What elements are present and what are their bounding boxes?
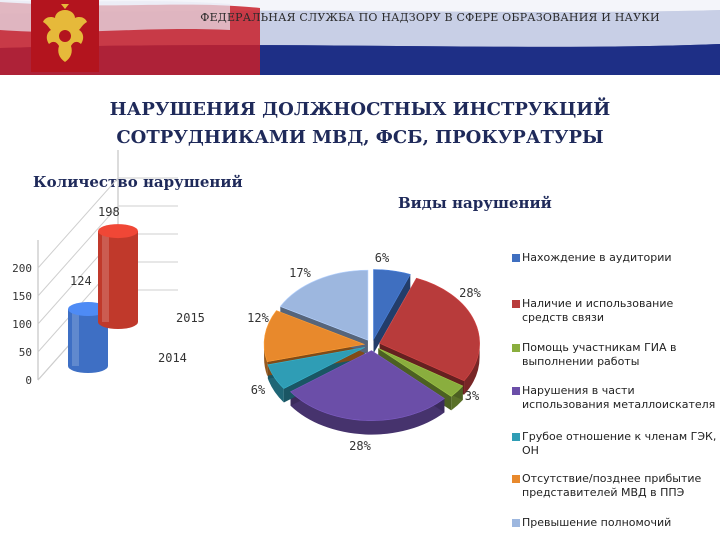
bar-category-label: 2015 xyxy=(176,311,205,325)
pie-data-label: 6% xyxy=(251,383,266,397)
bar-cylinder-top xyxy=(98,224,138,239)
pie-slice-side xyxy=(264,344,268,376)
legend-item: Нарушения в части использования металлои… xyxy=(512,384,717,412)
bar-cylinder-highlight xyxy=(102,231,109,322)
title-line-1: НАРУШЕНИЯ ДОЛЖНОСТНЫХ ИНСТРУКЦИЙ xyxy=(109,99,611,120)
legend-label: Нарушения в части использования металлои… xyxy=(522,384,716,411)
pie-slice xyxy=(378,348,464,397)
legend-item: Наличие и использование средств связи xyxy=(512,297,717,325)
legend-label: Помощь участникам ГИА в выполнении работ… xyxy=(522,341,677,368)
bar-category-label: 2014 xyxy=(158,351,187,365)
bar-y-tick-label: 100 xyxy=(12,318,32,331)
bar-cylinder-body xyxy=(68,309,108,373)
pie-data-label: 12% xyxy=(247,311,269,325)
bar-data-label: 124 xyxy=(70,274,92,288)
legend-label: Отсутствие/позднее прибытие представител… xyxy=(522,472,702,499)
legend-label: Превышение полномочий xyxy=(522,516,672,529)
legend-swatch xyxy=(512,300,520,308)
pie-slice-side xyxy=(290,391,445,435)
pie-chart-labels: 6% 28% 3% 28% 6% 12% 17% xyxy=(247,251,481,453)
bar-cylinder-body xyxy=(98,231,138,329)
bar-y-tick-label: 0 xyxy=(25,374,32,387)
pie-data-label: 6% xyxy=(375,251,390,265)
title-line-2: СОТРУДНИКАМИ МВД, ФСБ, ПРОКУРАТУРЫ xyxy=(116,127,604,148)
legend-item: Нахождение в аудитории xyxy=(512,251,717,265)
legend-item: Грубое отношение к членам ГЭК, ОН xyxy=(512,430,717,458)
pie-slice xyxy=(267,347,365,389)
pie-data-label: 28% xyxy=(459,286,481,300)
pie-slice xyxy=(263,310,366,363)
legend-swatch xyxy=(512,519,520,527)
slide-title: НАРУШЕНИЯ ДОЛЖНОСТНЫХ ИНСТРУКЦИЙ СОТРУДН… xyxy=(40,96,680,152)
bar-y-tick-label: 200 xyxy=(12,262,32,275)
pie-slice-wall xyxy=(373,274,411,354)
legend-item: Помощь участникам ГИА в выполнении работ… xyxy=(512,341,717,369)
bar-gridline xyxy=(37,205,178,297)
legend-label: Грубое отношение к членам ГЭК, ОН xyxy=(522,430,717,457)
bar-y-tick-label: 150 xyxy=(12,290,32,303)
pie-slice xyxy=(279,269,369,341)
pie-slice-side xyxy=(464,343,480,395)
pie-data-label: 3% xyxy=(465,389,480,403)
bar-cylinder-highlight xyxy=(72,309,79,366)
legend-item: Отсутствие/позднее прибытие представител… xyxy=(512,472,717,500)
legend-swatch xyxy=(512,475,520,483)
pie-data-label: 28% xyxy=(349,439,371,453)
pie-slice xyxy=(379,277,480,382)
types-chart-heading: Виды нарушений xyxy=(398,194,552,212)
agency-name: ФЕДЕРАЛЬНАЯ СЛУЖБА ПО НАДЗОРУ В СФЕРЕ ОБ… xyxy=(200,11,660,24)
pie-data-label: 17% xyxy=(289,266,311,280)
count-chart-heading: Количество нарушений xyxy=(33,173,243,191)
coat-of-arms-icon xyxy=(31,0,99,72)
legend-swatch xyxy=(512,387,520,395)
legend-label: Нахождение в аудитории xyxy=(522,251,672,264)
pie-slice xyxy=(290,350,445,421)
legend-swatch xyxy=(512,344,520,352)
legend-label: Наличие и использование средств связи xyxy=(522,297,674,324)
pie-slice xyxy=(373,269,411,341)
legend-swatch xyxy=(512,254,520,262)
header-banner: ФЕДЕРАЛЬНАЯ СЛУЖБА ПО НАДЗОРУ В СФЕРЕ ОБ… xyxy=(0,0,720,75)
pie-chart xyxy=(263,269,480,435)
legend-item: Превышение полномочий xyxy=(512,516,717,530)
bar-y-tick-label: 50 xyxy=(19,346,32,359)
bar-chart-y-axis: 0 50 100 150 200 xyxy=(12,262,32,387)
bar-data-label: 198 xyxy=(98,205,120,219)
legend-swatch xyxy=(512,433,520,441)
bar-chart-bars: 124 2014 198 2015 xyxy=(68,205,205,373)
bar-gridline xyxy=(37,177,178,269)
